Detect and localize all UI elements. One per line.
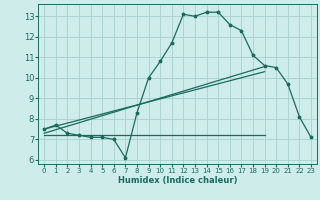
X-axis label: Humidex (Indice chaleur): Humidex (Indice chaleur) xyxy=(118,176,237,185)
